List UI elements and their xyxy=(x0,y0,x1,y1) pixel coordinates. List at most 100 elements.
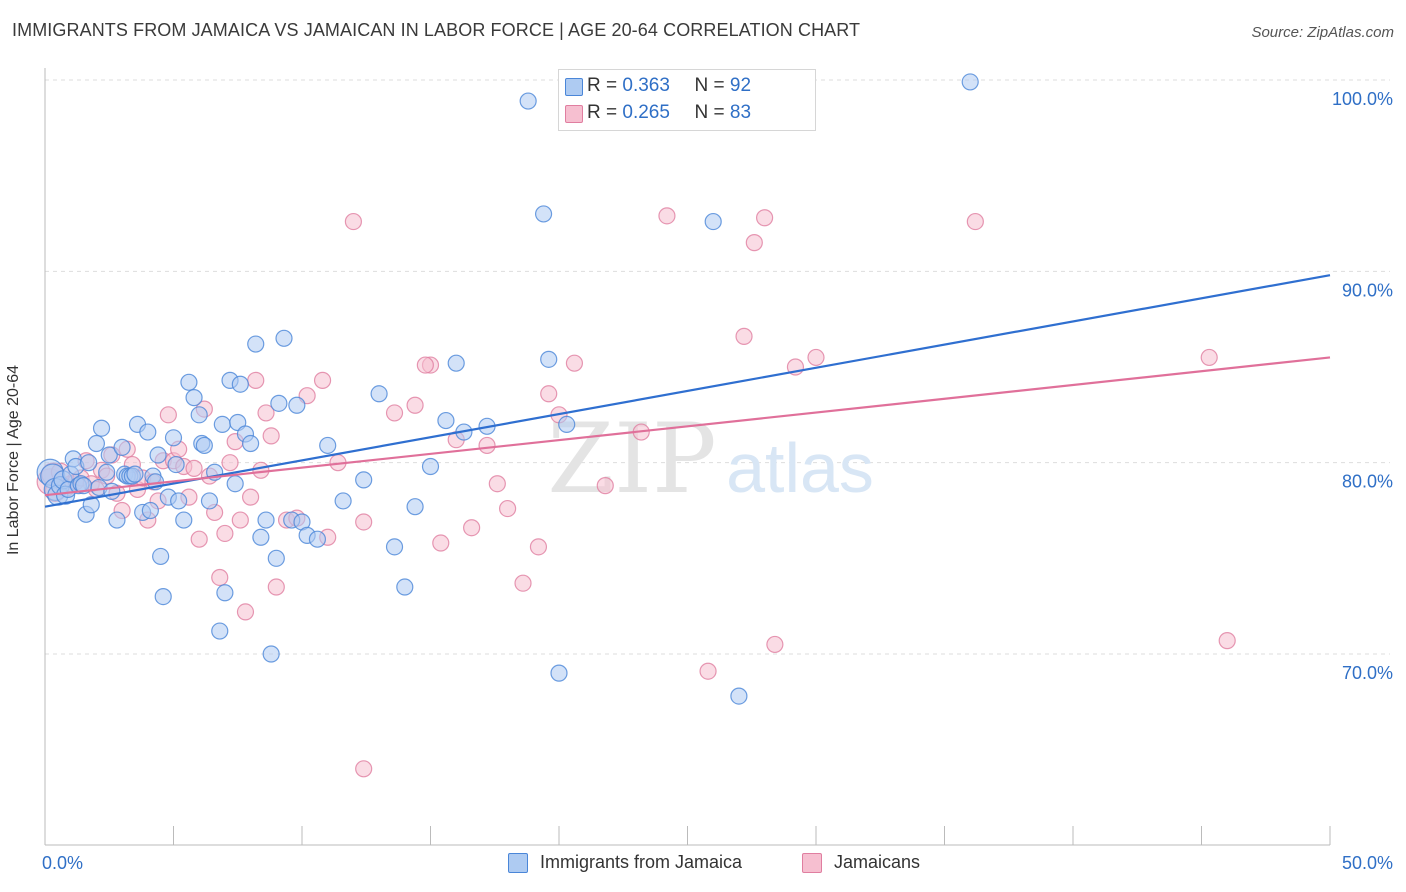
jamaicans-point xyxy=(807,348,825,367)
tick-labels: 70.0% 80.0% 90.0% 100.0% 0.0% 50.0% xyxy=(42,89,1393,873)
jamaicans-point xyxy=(236,603,255,621)
jamaicans-point xyxy=(221,454,239,472)
immigrants-point xyxy=(190,406,208,424)
legend-row-jamaicans: R = 0.265 N = 83 xyxy=(565,102,752,126)
immigrants-point xyxy=(170,492,188,510)
trend-lines xyxy=(44,274,1331,508)
r-value: 0.265 xyxy=(622,102,670,123)
immigrants-point xyxy=(704,212,722,231)
jamaicans-point xyxy=(355,760,373,778)
immigrants-point xyxy=(437,411,455,430)
jamaicans-point xyxy=(344,212,362,231)
r-label: R = xyxy=(587,102,618,123)
immigrants-point xyxy=(175,511,193,529)
jamaicans-point xyxy=(262,427,280,445)
immigrants-point xyxy=(247,335,265,353)
jamaicans-point xyxy=(529,538,548,556)
jamaicans-point xyxy=(565,354,584,372)
immigrants-point xyxy=(149,446,167,464)
legend-item-immigrants: Immigrants from Jamaica xyxy=(508,852,742,876)
immigrants-point xyxy=(180,373,198,391)
jamaicans-point xyxy=(231,511,249,529)
immigrants-point xyxy=(164,429,183,447)
immigrants-point xyxy=(308,530,327,548)
jamaicans-point xyxy=(755,209,774,227)
jamaicans-point xyxy=(463,519,481,537)
legend-item-jamaicans: Jamaicans xyxy=(802,852,921,876)
jamaicans-point xyxy=(313,371,332,389)
immigrants-point xyxy=(213,415,231,433)
n-label: N = xyxy=(694,75,725,96)
immigrants-point xyxy=(108,511,126,529)
jamaicans-point xyxy=(242,488,260,506)
immigrants-point xyxy=(87,434,106,453)
jamaicans-point xyxy=(385,404,404,422)
source-label: Source: ZipAtlas.com xyxy=(1251,24,1394,41)
blue-legend-swatch-icon xyxy=(508,853,528,873)
jamaicans-point xyxy=(216,524,234,543)
immigrants-point xyxy=(406,498,424,516)
immigrants-point xyxy=(730,687,748,705)
jamaicans-point xyxy=(1200,348,1218,367)
r-value: 0.363 xyxy=(622,75,670,96)
immigrants-point xyxy=(216,584,234,602)
jamaicans-point xyxy=(596,477,614,495)
pink-swatch-icon xyxy=(565,105,583,123)
immigrants-point xyxy=(80,454,98,472)
immigrants-point xyxy=(154,587,172,606)
x-tick-label-min: 0.0% xyxy=(42,853,83,873)
jamaicans-point xyxy=(658,207,676,225)
immigrants-point xyxy=(200,492,219,510)
pink-legend-swatch-icon xyxy=(802,853,822,873)
immigrants-point xyxy=(355,471,373,489)
immigrants-point xyxy=(100,446,118,464)
immigrants-point xyxy=(540,350,558,368)
jamaicans-point xyxy=(1218,632,1236,650)
jamaicans-point xyxy=(514,574,532,592)
immigrants-point xyxy=(319,436,337,455)
r-label: R = xyxy=(587,75,618,96)
immigrants-point xyxy=(152,547,170,566)
watermark-atlas: atlas xyxy=(726,429,874,507)
immigrants-point xyxy=(334,492,352,510)
immigrants-point xyxy=(519,92,537,110)
axes xyxy=(44,68,1331,846)
immigrants-point xyxy=(534,205,553,223)
immigrants-point xyxy=(226,475,244,493)
n-value: 92 xyxy=(729,75,752,96)
immigrants-point xyxy=(288,396,306,414)
immigrants-point xyxy=(82,496,100,514)
immigrants-point xyxy=(126,465,144,483)
immigrants-point xyxy=(231,375,249,393)
immigrants-point xyxy=(103,482,121,500)
immigrants-point xyxy=(275,329,293,347)
y-tick-label: 70.0% xyxy=(1342,663,1393,683)
immigrants-point xyxy=(185,389,203,407)
immigrants-point xyxy=(252,528,270,546)
immigrants-trend-line xyxy=(44,274,1331,508)
n-value: 83 xyxy=(729,102,752,123)
jamaicans-point xyxy=(478,436,496,455)
y-tick-label: 90.0% xyxy=(1342,280,1393,300)
immigrants-point xyxy=(558,415,576,433)
jamaicans-point xyxy=(252,461,270,479)
jamaicans-point xyxy=(247,371,265,389)
watermark-zip: ZIP xyxy=(547,403,716,515)
immigrants-point xyxy=(421,457,440,476)
jamaicans-point xyxy=(267,578,285,596)
jamaicans-point xyxy=(735,327,753,345)
x-tick-label-max: 50.0% xyxy=(1342,853,1393,873)
correlation-legend: R = 0.363 N = 92 R = 0.265 N = 83 xyxy=(558,69,816,131)
jamaicans-point xyxy=(966,212,984,231)
immigrants-point xyxy=(167,455,185,474)
y-tick-label: 80.0% xyxy=(1342,472,1393,492)
jamaicans-point xyxy=(488,475,506,493)
legend-label: Jamaicans xyxy=(834,852,921,872)
jamaicans-point xyxy=(257,404,275,422)
watermark: ZIP atlas xyxy=(547,403,874,515)
jamaicans-point xyxy=(540,385,558,403)
immigrants-point xyxy=(270,394,288,412)
immigrants-point xyxy=(141,501,159,520)
jamaicans-point xyxy=(159,406,177,424)
y-tick-label: 100.0% xyxy=(1332,89,1393,109)
